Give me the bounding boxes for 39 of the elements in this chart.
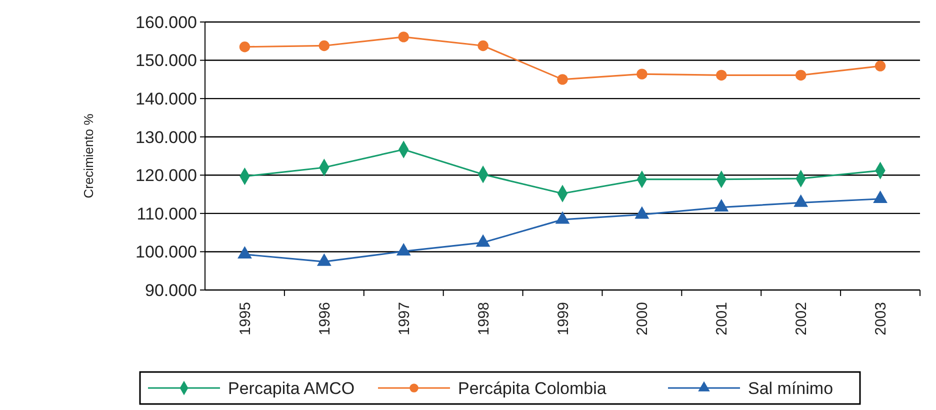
y-tick-label: 130.000 <box>136 128 197 147</box>
point <box>478 40 488 52</box>
y-tick-label: 150.000 <box>136 51 197 70</box>
x-tick-label: 2003 <box>872 302 890 336</box>
y-tick-label: 110.000 <box>136 204 197 224</box>
x-tick-label: 1998 <box>475 302 492 336</box>
point <box>636 68 648 80</box>
legend-label: Percápita Colombia <box>458 378 607 398</box>
x-tick-label: 2000 <box>634 302 652 336</box>
point <box>873 190 888 204</box>
point <box>476 234 490 247</box>
y-tick-label: 160.000 <box>136 12 197 32</box>
point <box>398 32 409 42</box>
x-tick-label: 1995 <box>236 302 254 336</box>
point <box>239 42 250 52</box>
point <box>318 40 330 52</box>
legend-label: Sal mínimo <box>748 378 834 398</box>
point <box>396 243 411 256</box>
point <box>555 211 570 224</box>
point <box>795 70 806 81</box>
point <box>714 198 729 212</box>
point <box>634 206 650 219</box>
y-tick-label: 100.000 <box>136 242 197 262</box>
y-tick-label: 90.000 <box>145 280 197 300</box>
legend-label: Percapita AMCO <box>228 378 355 398</box>
point <box>874 60 886 72</box>
x-tick-label: 2001 <box>714 302 731 336</box>
x-tick-label: 1997 <box>396 302 413 336</box>
point <box>794 194 808 207</box>
x-tick-label: 1996 <box>316 302 334 336</box>
point <box>316 253 332 266</box>
point <box>238 246 252 259</box>
point <box>557 74 568 85</box>
x-tick-label: 2002 <box>793 302 810 336</box>
y-tick-label: 140.000 <box>136 90 197 109</box>
y-axis-title: Crecimiento % <box>81 113 96 198</box>
x-tick-label: 1999 <box>554 302 572 336</box>
y-tick-label: 120.000 <box>136 166 197 186</box>
point <box>716 70 727 81</box>
